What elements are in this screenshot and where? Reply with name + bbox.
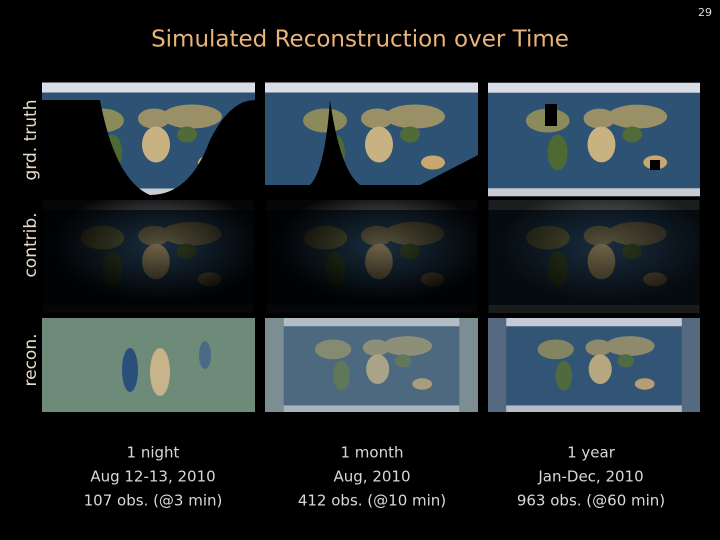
title: Simulated Reconstruction over Time [151, 27, 569, 53]
caption-line: 963 obs. (@60 min) [517, 492, 665, 510]
row-label: contrib. [21, 212, 41, 277]
caption-line: 1 night [127, 444, 180, 462]
column-captions: 1 night Aug 12-13, 2010 107 obs. (@3 min… [84, 444, 666, 510]
caption-line: 107 obs. (@3 min) [84, 492, 223, 510]
caption-line: Aug, 2010 [334, 468, 411, 486]
caption-line: 412 obs. (@10 min) [298, 492, 446, 510]
caption-line: 1 month [341, 444, 404, 462]
ground-truth-images [42, 82, 700, 197]
row-label: grd. truth [21, 100, 41, 181]
caption-line: Aug 12-13, 2010 [90, 468, 215, 486]
caption-line: Jan-Dec, 2010 [537, 468, 643, 486]
caption-line: 1 year [567, 444, 616, 462]
page-number: 29 [698, 6, 712, 19]
row-label: recon. [21, 333, 41, 386]
reconstruction-images [42, 318, 700, 412]
contribution-images [42, 200, 700, 313]
